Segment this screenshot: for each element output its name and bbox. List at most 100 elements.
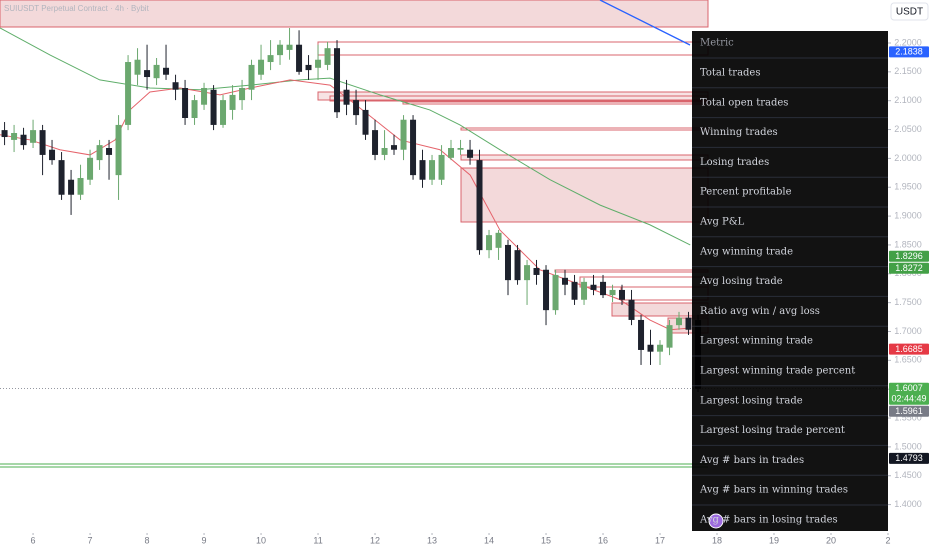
candle-body — [505, 244, 512, 281]
candle-body — [239, 87, 246, 101]
candle-body — [163, 67, 170, 75]
candle-body — [296, 44, 303, 72]
row-label: Avg # bars in winning trades — [699, 485, 848, 496]
zone — [460, 127, 709, 131]
x-tick-label: 13 — [427, 535, 437, 545]
y-tick-label: 1.7000 — [894, 326, 922, 336]
candle-body — [153, 64, 160, 79]
zone — [317, 41, 709, 56]
candle-body — [486, 235, 493, 251]
candle-body — [581, 281, 588, 300]
candle-body — [30, 130, 37, 143]
y-tick-label: 2.0000 — [894, 153, 922, 163]
row-label: Largest losing trade — [700, 395, 803, 406]
row-label: Largest losing trade percent — [700, 425, 845, 436]
y-tick-label: 2.2000 — [894, 37, 922, 47]
candle-body — [248, 64, 255, 90]
candle-body — [438, 154, 445, 180]
x-tick-label: 18 — [712, 535, 722, 545]
candle-body — [638, 319, 645, 350]
candle-body — [172, 82, 179, 90]
time-axis-background — [0, 533, 888, 550]
x-tick-label: 11 — [313, 535, 322, 545]
candle-body — [495, 232, 502, 248]
x-tick-label: 6 — [31, 535, 36, 545]
candle-body — [590, 284, 597, 290]
row-label: Avg losing trade — [699, 276, 783, 287]
candle-body — [324, 48, 331, 65]
ma-slow — [0, 27, 691, 246]
y-tick-label: 1.9000 — [894, 210, 922, 220]
candle-body — [125, 62, 132, 125]
y-tick-label: 1.8500 — [894, 239, 922, 249]
x-tick-label: 2 — [885, 535, 890, 545]
row-label: Winning trades — [700, 127, 778, 138]
x-tick-label: 9 — [202, 535, 207, 545]
candle-body — [618, 289, 625, 300]
candle-body — [305, 64, 312, 71]
candle-body — [87, 157, 94, 180]
candle-body — [381, 148, 388, 155]
candle-body — [400, 119, 407, 150]
x-tick-label: 20 — [826, 535, 836, 545]
candle-body — [524, 265, 531, 281]
price-tag-label: 1.6685 — [895, 344, 923, 354]
price-tag — [889, 405, 929, 417]
x-tick-label: 19 — [769, 535, 779, 545]
row-label: Largest winning trade — [700, 336, 813, 347]
price-tag-label: 2.1838 — [895, 47, 923, 57]
candle-body — [600, 281, 607, 296]
candle-body — [647, 344, 654, 352]
row-label: Percent profitable — [700, 187, 792, 198]
candle-body — [353, 100, 360, 116]
candle-body — [533, 268, 540, 275]
candle-body — [106, 148, 113, 155]
price-tag-label: 1.6007 — [895, 383, 923, 393]
symbol-title: SUIUSDT Perpetual Contract · 4h · Bybit — [4, 4, 150, 13]
candle-body — [315, 59, 322, 68]
zone — [554, 269, 709, 273]
candle-body — [362, 109, 369, 135]
price-tag — [889, 262, 929, 274]
y-tick-label: 1.9500 — [894, 182, 922, 192]
candle-body — [372, 130, 379, 155]
zone — [579, 276, 709, 288]
y-tick-label: 1.5500 — [894, 412, 922, 422]
candle-body — [258, 59, 265, 75]
candle-body — [666, 325, 673, 348]
x-tick-label: 10 — [256, 535, 266, 545]
currency: USDT — [896, 7, 923, 18]
candle-body — [685, 317, 692, 330]
x-tick-label: 7 — [88, 535, 93, 545]
candle-body — [210, 89, 217, 125]
candle-body — [229, 94, 236, 110]
candle-body — [343, 89, 350, 105]
price-tag-label: 1.8272 — [895, 263, 923, 273]
zone — [460, 154, 709, 161]
candle-body — [11, 132, 18, 140]
row-label: Largest winning trade percent — [700, 366, 855, 377]
candle-body — [410, 119, 417, 176]
candle-body — [1, 130, 8, 138]
candle-body — [220, 100, 227, 125]
plot — [0, 27, 702, 393]
candle-body — [628, 299, 635, 320]
candle-body — [182, 87, 189, 118]
price-tag-label: 1.5961 — [895, 406, 923, 416]
price-tag — [889, 250, 929, 262]
price-tag-label: 1.8296 — [895, 251, 923, 261]
candle-body — [657, 344, 664, 352]
candle-body — [448, 148, 455, 158]
panel-background — [692, 31, 888, 531]
y-tick-label: 2.1500 — [894, 66, 922, 76]
price-tag — [889, 46, 929, 58]
table-header: Metric — [700, 38, 734, 49]
candle-body — [39, 130, 46, 155]
y-tick-label: 2.1000 — [894, 95, 922, 105]
x-tick-label: 17 — [655, 535, 665, 545]
currency-box[interactable] — [890, 2, 929, 21]
icon[interactable] — [708, 513, 724, 529]
